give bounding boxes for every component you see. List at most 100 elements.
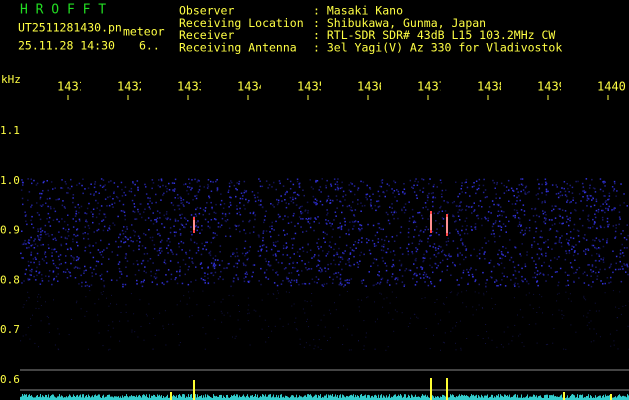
level: [208, 395, 209, 400]
noise: [531, 244, 533, 246]
noise: [444, 332, 446, 334]
noise: [586, 274, 588, 277]
noise: [388, 222, 391, 225]
noise: [195, 252, 198, 254]
noise: [419, 189, 421, 192]
noise: [282, 218, 284, 221]
noise: [484, 216, 486, 219]
noise: [68, 228, 70, 231]
noise: [179, 214, 181, 216]
noise: [168, 323, 170, 325]
noise: [134, 194, 136, 197]
noise: [149, 236, 152, 239]
level: [536, 395, 537, 400]
noise: [248, 304, 250, 306]
noise: [92, 256, 95, 259]
noise: [586, 199, 588, 202]
noise: [167, 252, 169, 254]
x-label: 1435: [297, 80, 326, 94]
noise: [306, 201, 309, 204]
noise: [113, 224, 116, 226]
noise: [306, 218, 309, 221]
noise: [40, 233, 42, 236]
level: [322, 396, 323, 400]
level: [340, 394, 341, 400]
noise: [340, 280, 342, 283]
noise: [243, 204, 245, 207]
noise: [353, 215, 356, 217]
noise: [174, 178, 177, 181]
noise: [537, 193, 539, 195]
noise: [471, 212, 473, 214]
noise: [89, 290, 91, 292]
noise: [213, 282, 216, 284]
level: [279, 397, 280, 400]
noise: [263, 221, 265, 224]
noise: [145, 313, 147, 315]
level: [501, 395, 502, 400]
noise: [248, 280, 251, 282]
noise: [142, 281, 145, 283]
noise: [611, 186, 614, 188]
noise: [447, 213, 449, 215]
noise: [268, 265, 271, 267]
noise: [220, 224, 223, 226]
noise: [428, 277, 431, 279]
noise: [578, 240, 581, 243]
noise: [115, 196, 118, 198]
level: [617, 396, 618, 400]
noise: [206, 187, 209, 189]
noise: [274, 325, 276, 327]
noise: [337, 178, 339, 180]
noise: [25, 220, 27, 222]
level: [361, 394, 362, 400]
level: [107, 395, 108, 400]
level: [486, 395, 487, 400]
noise: [440, 319, 442, 321]
noise: [193, 241, 196, 244]
level: [426, 396, 427, 400]
noise: [136, 240, 138, 242]
noise: [413, 273, 415, 276]
noise: [128, 245, 130, 247]
noise: [215, 180, 217, 183]
noise: [614, 230, 617, 233]
noise: [122, 283, 124, 286]
noise: [541, 296, 543, 298]
noise: [77, 267, 79, 269]
noise: [86, 284, 88, 287]
noise: [334, 211, 337, 213]
noise: [613, 207, 616, 209]
noise: [274, 245, 277, 247]
noise: [592, 196, 594, 199]
noise: [568, 249, 571, 252]
noise: [293, 237, 295, 240]
level: [57, 396, 58, 400]
level: [492, 394, 493, 400]
noise: [461, 242, 464, 244]
noise: [576, 229, 579, 232]
noise: [148, 206, 151, 208]
noise: [98, 298, 100, 300]
noise: [293, 253, 295, 255]
noise: [460, 209, 462, 212]
noise: [459, 234, 461, 236]
level: [461, 394, 462, 400]
noise: [40, 305, 42, 306]
level: [567, 395, 568, 400]
noise: [599, 178, 602, 180]
noise: [236, 262, 239, 265]
noise: [506, 276, 508, 278]
level: [153, 394, 154, 400]
noise: [243, 264, 245, 266]
level: [256, 396, 257, 400]
noise: [202, 248, 204, 250]
noise: [22, 184, 24, 186]
noise: [442, 341, 444, 343]
noise: [252, 212, 255, 215]
noise: [551, 248, 553, 250]
noise: [311, 278, 314, 280]
noise: [283, 268, 286, 270]
noise: [300, 210, 302, 213]
noise: [116, 303, 118, 305]
